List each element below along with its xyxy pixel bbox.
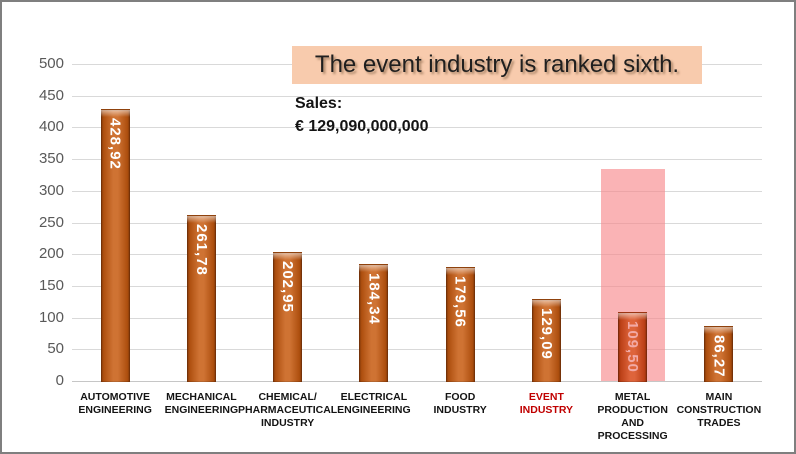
y-tick-label: 450: [38, 86, 64, 104]
bar: 129,09: [531, 299, 561, 382]
y-tick-label: 350: [38, 150, 64, 168]
category-label: CHEMICAL/ PHARMACEUTICAL INDUSTRY: [238, 391, 338, 429]
y-tick-label: 100: [38, 308, 64, 326]
y-tick-label: 200: [38, 245, 64, 263]
gridline: [72, 190, 762, 192]
category-label: AUTOMOTIVE ENGINEERING: [78, 391, 152, 416]
y-tick-label: 0: [55, 372, 64, 389]
y-tick-label: 50: [47, 340, 64, 358]
gridline: [72, 127, 762, 129]
bar-top-bevel: [186, 216, 216, 224]
bar-value-label: 129,09: [537, 308, 555, 361]
gridline: [72, 349, 762, 351]
bar-value-label: 86,27: [710, 335, 728, 378]
bar: 109,50: [618, 311, 648, 382]
bar-top-bevel: [704, 327, 734, 335]
category-label: METAL PRODUCTION AND PROCESSING: [597, 391, 668, 442]
gridline: [72, 381, 762, 382]
bar: 261,78: [186, 215, 216, 382]
bar-top-bevel: [100, 110, 130, 118]
gridline: [72, 95, 762, 97]
headline-box: The event industry is ranked sixth.: [292, 46, 702, 84]
bar: 86,27: [704, 326, 734, 382]
y-tick-label: 150: [38, 276, 64, 294]
category-label: ELECTRICAL ENGINEERING: [337, 391, 411, 416]
bar-shading: [186, 216, 216, 382]
category-label: MAIN CONSTRUCTION TRADES: [676, 391, 762, 429]
bar-value-label: 184,34: [365, 273, 383, 326]
bar-shading: [531, 300, 561, 382]
y-tick-label: 250: [38, 213, 64, 231]
bar-shading: [445, 268, 475, 382]
gridline: [72, 254, 762, 256]
bar-shading: [704, 327, 734, 382]
sales-value: € 129,090,000,000: [295, 118, 429, 135]
bar-value-label: 109,50: [624, 320, 642, 373]
bar: 184,34: [359, 264, 389, 382]
bar-top-bevel: [359, 265, 389, 273]
category-label: FOOD INDUSTRY: [433, 391, 487, 416]
gridline: [72, 222, 762, 224]
sales-annotation: Sales: € 129,090,000,000: [295, 92, 428, 138]
bar: 202,95: [273, 252, 303, 382]
bar-value-label: 428,92: [106, 118, 124, 170]
bar-top-bevel: [531, 300, 561, 308]
bar-shading: [359, 265, 389, 382]
y-tick-label: 500: [38, 55, 64, 72]
bar-shading: [618, 312, 648, 382]
bar-shading: [273, 253, 303, 382]
headline-text: The event industry is ranked sixth.: [314, 51, 680, 78]
bar-value-label: 261,78: [192, 224, 210, 276]
bar-top-bevel: [445, 268, 475, 276]
y-tick-label: 400: [38, 118, 64, 136]
gridline: [72, 159, 762, 161]
bar: 428,92: [100, 109, 130, 382]
bar-shading: [100, 110, 130, 382]
sales-label: Sales:: [295, 95, 343, 112]
y-tick-label: 300: [38, 181, 64, 199]
bar-value-label: 202,95: [279, 261, 297, 314]
bar: 179,56: [445, 267, 475, 382]
gridline: [72, 285, 762, 287]
bar-top-bevel: [273, 253, 303, 261]
category-label: EVENT INDUSTRY: [519, 391, 574, 416]
category-label: MECHANICAL ENGINEERING: [164, 391, 239, 416]
bar-top-bevel: [618, 312, 648, 320]
bar-value-label: 179,56: [451, 276, 469, 329]
gridline: [72, 317, 762, 319]
